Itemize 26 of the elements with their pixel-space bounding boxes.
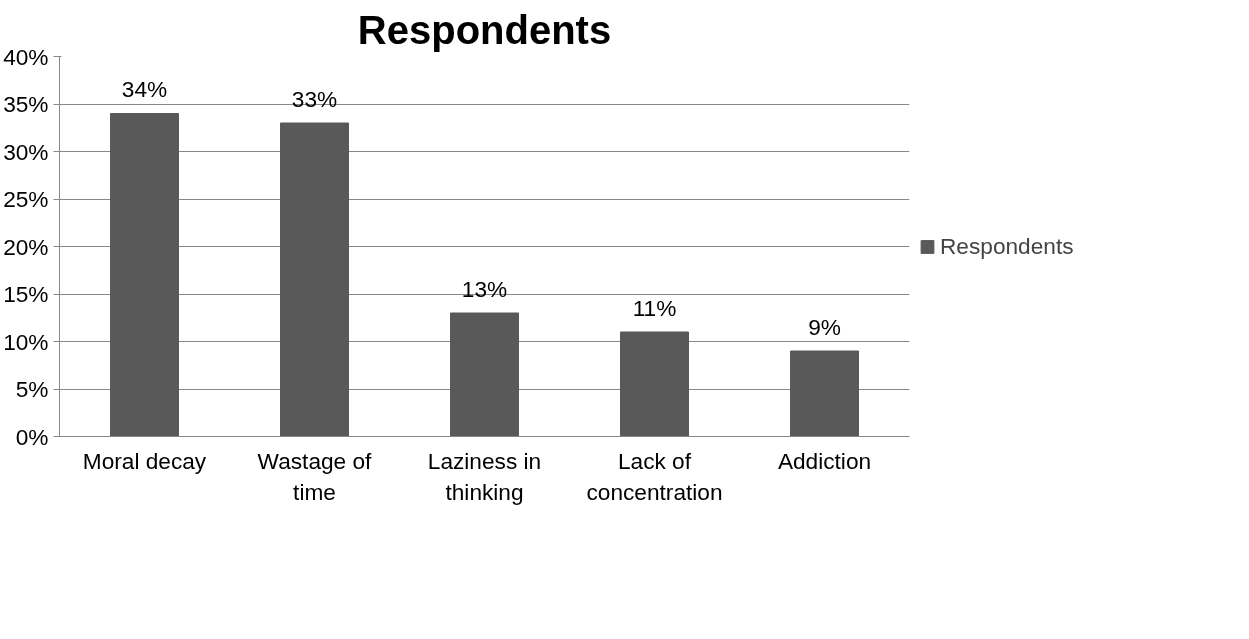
data-label: 11% [632, 294, 677, 321]
bar [790, 350, 859, 437]
data-label: 33% [291, 85, 338, 112]
x-tick-label: Laziness in thinking [427, 447, 542, 505]
y-tick-label: 15% [3, 281, 49, 307]
x-tick-label: Lack of concentration [586, 447, 723, 505]
y-tick-label: 20% [3, 233, 49, 260]
bar [450, 312, 519, 437]
data-label: 9% [808, 313, 841, 340]
data-label: 34% [121, 76, 168, 103]
bar [620, 331, 689, 437]
chart-title: Respondents [357, 7, 612, 52]
bar [110, 113, 179, 437]
y-tick-label: 40% [3, 43, 49, 70]
x-tick-label: Moral decay [82, 447, 207, 474]
y-tick-label: 25% [3, 186, 49, 212]
y-tick-label: 30% [3, 138, 49, 165]
y-tick-label: 5% [15, 376, 49, 402]
x-tick-label: Wastage of time [257, 447, 373, 505]
y-tick-label: 0% [15, 423, 49, 450]
x-tick-label: Addiction [777, 447, 872, 474]
legend-label: Respondents [940, 232, 1074, 260]
y-tick-label: 10% [3, 328, 49, 355]
data-label: 13% [461, 275, 508, 302]
y-tick-label: 35% [3, 91, 49, 117]
bar [280, 122, 349, 437]
